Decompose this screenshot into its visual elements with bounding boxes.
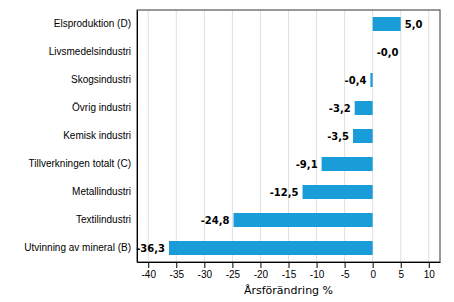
x-tick: -25: [226, 262, 241, 280]
x-tick: -20: [254, 262, 269, 280]
y-tick-label: Metallindustri: [72, 186, 131, 197]
x-axis-title: Årsförändring %: [244, 284, 333, 297]
x-tick-mark: [429, 262, 430, 268]
x-tick: 5: [398, 262, 404, 280]
y-tick: Skogsindustri: [71, 74, 131, 85]
x-tick: -40: [141, 262, 156, 280]
y-tick: Övrig industri: [72, 102, 131, 113]
data-label: -3,2: [329, 103, 351, 114]
y-tick: Metallindustri: [72, 186, 131, 197]
plot: -40 -35 -30 -25 -20 -15 -10 -5 0 5 10 Utvinning av …: [24, 10, 440, 280]
data-label: -36,3: [136, 243, 165, 254]
bars: [169, 17, 401, 255]
data-label: -3,5: [327, 131, 349, 142]
x-tick-mark: [317, 262, 318, 268]
y-tick-label: Övrig industri: [72, 102, 131, 113]
x-tick-label: -40: [141, 269, 156, 280]
x-tick-label: -5: [341, 269, 350, 280]
frame: [137, 10, 440, 262]
y-tick: Livsmedelsindustri: [49, 46, 131, 57]
y-tick-label: Kemisk industri: [63, 130, 131, 141]
x-tick-mark: [289, 262, 290, 268]
bar: [169, 241, 373, 255]
bar: [303, 185, 373, 199]
x-tick-label: -10: [310, 269, 325, 280]
grid-line: [176, 10, 177, 262]
grid-line: [428, 10, 429, 262]
grid: [148, 10, 429, 262]
x-tick: -30: [198, 262, 213, 280]
x-axis: -40 -35 -30 -25 -20 -15 -10 -5 0 5 10: [138, 262, 441, 280]
x-tick-label: 10: [424, 269, 436, 280]
x-tick-label: -15: [282, 269, 297, 280]
x-tick-mark: [148, 262, 149, 268]
x-tick: -35: [170, 262, 185, 280]
x-tick: -10: [310, 262, 325, 280]
y-tick-label: Livsmedelsindustri: [49, 46, 131, 57]
bar: [355, 101, 373, 115]
data-label: -24,8: [201, 215, 230, 226]
y-tick-label: Skogsindustri: [71, 74, 131, 85]
y-tick: Utvinning av mineral (B): [24, 242, 131, 253]
bar: [370, 73, 372, 87]
y-axis: Utvinning av mineral (B) Textilindustri Me…: [24, 11, 137, 263]
x-tick: 0: [370, 262, 376, 280]
x-tick-label: -35: [170, 269, 185, 280]
data-labels: -36,3 -24,8 -12,5 -9,1 -3,5 -3,2 -0,4 -0,0 5,0: [136, 19, 422, 254]
x-tick-label: 5: [398, 269, 404, 280]
data-label: -12,5: [270, 187, 299, 198]
data-label: 5,0: [405, 19, 423, 30]
bar: [322, 157, 373, 171]
x-tick-mark: [260, 262, 261, 268]
x-tick-mark: [373, 262, 374, 268]
x-tick: 10: [424, 262, 436, 280]
x-tick-label: 0: [370, 269, 376, 280]
y-tick-label: Elsproduktion (D): [54, 18, 131, 29]
grid-line: [232, 10, 233, 262]
data-label: -9,1: [296, 159, 318, 170]
bar: [372, 45, 373, 59]
y-axis-line: [137, 11, 138, 263]
x-tick-label: -30: [198, 269, 213, 280]
x-tick: -5: [341, 262, 350, 280]
x-tick-mark: [232, 262, 233, 268]
grid-line: [148, 10, 149, 262]
bar: [373, 17, 401, 31]
y-tick-label: Textilindustri: [76, 214, 131, 225]
x-tick-mark: [401, 262, 402, 268]
x-tick-mark: [204, 262, 205, 268]
x-tick-mark: [176, 262, 177, 268]
data-label: -0,0: [377, 47, 399, 58]
data-label: -0,4: [345, 75, 367, 86]
x-tick-mark: [345, 262, 346, 268]
x-tick-label: -20: [254, 269, 269, 280]
grid-line: [400, 10, 401, 262]
y-tick: Textilindustri: [76, 214, 131, 225]
y-tick: Tillverkningen totalt (C): [29, 158, 131, 169]
bar: [234, 213, 373, 227]
x-tick-label: -25: [226, 269, 241, 280]
bar: [353, 129, 373, 143]
y-tick-label: Utvinning av mineral (B): [24, 242, 131, 253]
chart: -40 -35 -30 -25 -20 -15 -10 -5 0 5 10 Utvinning av …: [0, 0, 454, 302]
y-tick-label: Tillverkningen totalt (C): [29, 158, 131, 169]
y-tick: Kemisk industri: [63, 130, 131, 141]
x-tick: -15: [282, 262, 297, 280]
y-tick: Elsproduktion (D): [54, 18, 131, 29]
